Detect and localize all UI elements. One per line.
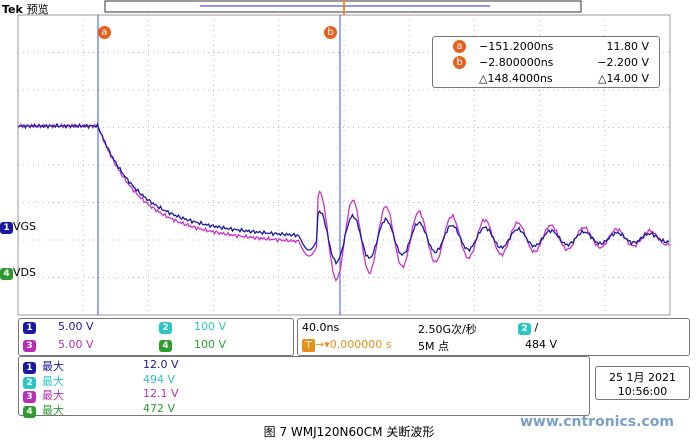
channel-number: 1 bbox=[0, 222, 13, 234]
record-length: 5M 点 bbox=[418, 340, 449, 353]
brand: Tek 预览 bbox=[2, 1, 49, 17]
channel-number: 3 bbox=[23, 340, 36, 352]
measurement-panel: 1 最大 12.0 V 2 最大 494 V 3 最大 12.1 V 4 最大 472 V bbox=[18, 356, 590, 418]
readout-time: −2.800000ns bbox=[479, 56, 554, 69]
measurement-row: 3 最大 12.1 V bbox=[23, 387, 179, 403]
time-scale: 40.0ns bbox=[302, 321, 340, 334]
measurement-row: 4 最大 472 V bbox=[23, 402, 175, 418]
marker-a: a bbox=[98, 20, 111, 39]
channel-label: VGS bbox=[13, 220, 37, 233]
ch1-ref: 1 VGS bbox=[0, 220, 36, 234]
readout-row: b −2.800000ns −2.200 V bbox=[439, 55, 653, 71]
channel-panel: 1 5.00 V 2 100 V 3 5.00 V 4 100 V bbox=[18, 318, 294, 356]
readout-marker: b bbox=[453, 56, 466, 69]
measurement-value: 494 V bbox=[143, 372, 176, 386]
waveforms bbox=[17, 122, 670, 282]
channel-number: 4 bbox=[23, 405, 36, 418]
channel-number: 1 bbox=[23, 322, 36, 334]
readout-row: a −151.2000ns 11.80 V bbox=[439, 39, 653, 55]
ch4-ref: 4 VDS bbox=[0, 266, 36, 280]
readout-row: △148.4000ns △14.00 V bbox=[439, 71, 653, 87]
timebase-panel: 40.0ns T →▾0.000000 s 2.50G次/秒 5M 点 2 / 4… bbox=[297, 318, 690, 356]
cursor-readout: a −151.2000ns 11.80 V b −2.800000ns −2.200 V △… bbox=[432, 36, 660, 88]
time: 10:56:00 bbox=[617, 385, 668, 398]
brand-text: Tek bbox=[2, 3, 23, 16]
channel-scale: 100 V bbox=[194, 320, 227, 333]
measurement-value: 12.0 V bbox=[143, 358, 179, 371]
caption: 图 7 WMJ120N60CM 关断波形 bbox=[263, 425, 435, 439]
sample-rate: 2.50G次/秒 bbox=[418, 323, 477, 336]
trigger-channel: 2 bbox=[518, 323, 531, 335]
channel-number: 2 bbox=[23, 376, 36, 389]
readout-time: △148.4000ns bbox=[479, 72, 553, 85]
ch1-trace bbox=[17, 122, 670, 266]
datetime-panel: 25 1月 2021 10:56:00 bbox=[595, 366, 690, 400]
measurement-row: 1 最大 12.0 V bbox=[23, 358, 179, 374]
marker-b: b bbox=[324, 20, 337, 39]
channel-scale: 5.00 V bbox=[58, 320, 94, 333]
channel-number: 1 bbox=[23, 362, 36, 374]
channel-setting: 3 5.00 V bbox=[23, 338, 94, 352]
measurement-label: 最大 bbox=[42, 389, 64, 402]
channel-number: 4 bbox=[159, 340, 172, 352]
channel-setting: 2 100 V bbox=[159, 320, 226, 334]
channel-number: 4 bbox=[0, 268, 13, 280]
channel-number: 2 bbox=[159, 322, 172, 334]
mode-text: 预览 bbox=[26, 3, 49, 16]
marker-label: a bbox=[98, 26, 111, 39]
readout-value: △14.00 V bbox=[598, 72, 649, 85]
measurement-row: 2 最大 494 V bbox=[23, 373, 175, 389]
measurement-label: 最大 bbox=[42, 360, 64, 373]
readout-value: −2.200 V bbox=[597, 56, 649, 69]
measurement-value: 12.1 V bbox=[143, 387, 179, 400]
measurement-value: 472 V bbox=[143, 401, 176, 415]
channel-scale: 5.00 V bbox=[58, 338, 94, 351]
channel-setting: 4 100 V bbox=[159, 338, 226, 352]
readout-time: −151.2000ns bbox=[479, 40, 554, 53]
trigger-slope: / bbox=[534, 321, 539, 334]
channel-number: 3 bbox=[23, 391, 36, 403]
date: 25 1月 2021 bbox=[609, 371, 676, 384]
marker-label: b bbox=[324, 26, 337, 39]
measurement-label: 最大 bbox=[42, 403, 64, 417]
trigger-level: 484 V bbox=[525, 338, 558, 351]
readout-value: 11.80 V bbox=[606, 40, 649, 53]
trigger-delay: 0.000000 s bbox=[329, 338, 392, 351]
channel-scale: 100 V bbox=[194, 338, 227, 351]
channel-setting: 1 5.00 V bbox=[23, 320, 94, 334]
channel-label: VDS bbox=[13, 266, 36, 279]
measurement-label: 最大 bbox=[42, 374, 64, 388]
watermark: www.cntronics.com bbox=[520, 414, 674, 430]
readout-marker: a bbox=[453, 40, 466, 53]
